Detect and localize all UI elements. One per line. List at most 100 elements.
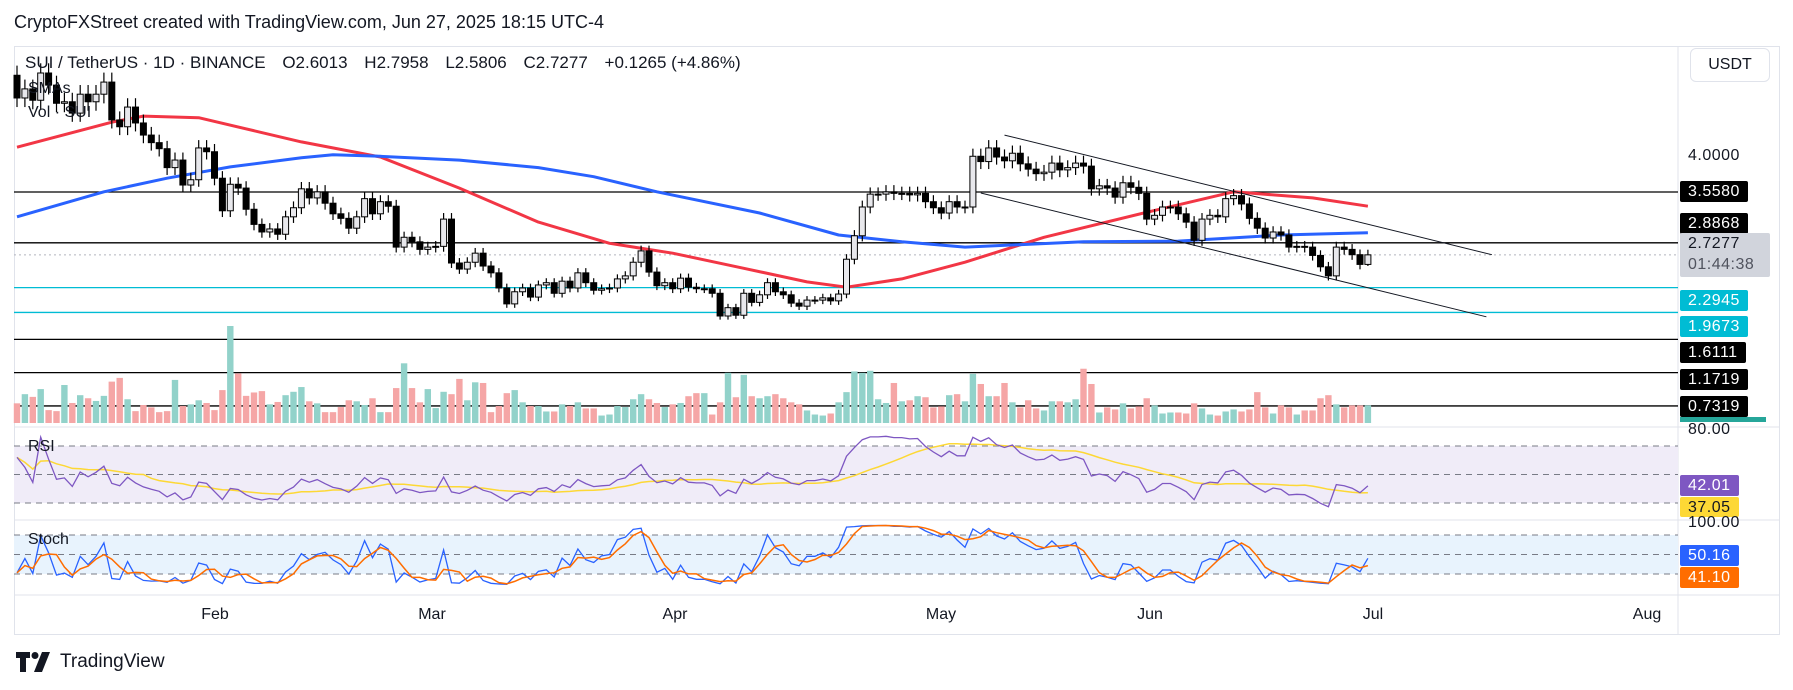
candle-down: [29, 88, 37, 101]
candle-down: [1135, 186, 1143, 194]
candle-up: [898, 192, 906, 195]
current-price-label: 2.7277 01:44:38: [1680, 233, 1770, 277]
candle-down: [550, 282, 558, 294]
candle-up: [353, 216, 361, 229]
volume-bar: [653, 402, 661, 423]
volume-bar: [156, 412, 163, 423]
rsi-title[interactable]: RSI: [28, 438, 55, 455]
candle-up: [637, 250, 645, 263]
volume-bar: [1096, 412, 1103, 423]
volume-bar: [1048, 401, 1056, 423]
candle-down: [1317, 254, 1324, 268]
volume-bar: [495, 406, 503, 423]
symbol-legend[interactable]: SUI / TetherUS · 1D · BINANCE O2.6013 H2…: [25, 53, 753, 73]
volume-bar: [235, 373, 242, 423]
volume-bar: [242, 395, 250, 423]
time-label-mar: Mar: [418, 606, 446, 623]
volume-bar: [598, 415, 605, 423]
candle-down: [345, 217, 353, 229]
volume-bar: [187, 404, 194, 423]
candle-up: [914, 192, 922, 196]
volume-bar: [882, 402, 890, 423]
currency-button[interactable]: USDT: [1690, 48, 1770, 82]
candle-down: [305, 188, 313, 199]
candle-down: [1016, 152, 1024, 165]
volume-bar: [306, 401, 313, 423]
volume-indicator-label[interactable]: Vol · SUI: [28, 104, 92, 121]
candle-down: [384, 201, 392, 207]
volume-bar: [993, 396, 1000, 423]
time-label-jun: Jun: [1137, 606, 1163, 623]
volume-bar: [1348, 405, 1356, 423]
candle-up: [803, 299, 811, 307]
candle-up: [945, 201, 953, 214]
rsi-signal-line: [16, 442, 1368, 495]
tradingview-branding[interactable]: TradingView: [16, 651, 165, 673]
volume-bar: [1214, 415, 1221, 423]
volume-bar: [195, 400, 202, 423]
volume-bar: [1088, 383, 1095, 423]
symbol-name[interactable]: SUI / TetherUS · 1D · BINANCE: [25, 53, 266, 72]
volume-bar: [1230, 409, 1237, 423]
volume-bar: [1175, 412, 1182, 423]
volume-bar: [424, 389, 431, 423]
candle-down: [890, 191, 898, 194]
candle-up: [1269, 231, 1277, 239]
candle-up: [92, 93, 100, 103]
volume-bar: [977, 383, 984, 423]
candle-up: [858, 206, 866, 237]
candle-down: [13, 74, 21, 99]
candle-down: [566, 280, 574, 289]
candle-down: [234, 183, 242, 189]
candle-up: [313, 191, 321, 199]
candle-down: [68, 101, 76, 114]
candle-down: [392, 205, 400, 248]
candle-up: [400, 236, 408, 248]
volume-bar: [140, 405, 147, 423]
volume-bar: [709, 414, 716, 423]
volume-bar: [408, 388, 416, 423]
volume-bar: [859, 372, 866, 423]
level-label-3558: 3.5580: [1680, 181, 1748, 202]
candle-up: [740, 292, 748, 316]
candle-down: [408, 236, 416, 243]
candle-up: [835, 293, 843, 302]
volume-bar: [701, 393, 708, 423]
candle-down: [1253, 217, 1261, 229]
candle-down: [590, 282, 598, 291]
volume-bar: [1364, 405, 1372, 423]
attribution-header: CryptoFXStreet created with TradingView.…: [14, 12, 604, 32]
volume-bar: [37, 389, 44, 423]
stoch-title[interactable]: Stoch: [28, 531, 69, 548]
candle-up: [1206, 214, 1214, 220]
volume-bar: [21, 394, 29, 423]
volume-bar: [1111, 409, 1119, 423]
volume-bar: [527, 406, 534, 423]
volume-bar: [590, 408, 597, 423]
volume-bar: [314, 403, 321, 423]
volume-bar: [614, 406, 621, 423]
candle-up: [1119, 182, 1127, 198]
level-label-22945: 2.2945: [1680, 290, 1748, 311]
volume-bar: [1325, 395, 1332, 423]
volume-bar: [1262, 407, 1269, 423]
candle-up: [297, 188, 305, 209]
volume-bar: [124, 399, 131, 423]
rsi-pane: [16, 434, 1369, 508]
moving-averages: [16, 114, 1369, 289]
volume-bar: [385, 412, 392, 423]
volume-bar: [890, 382, 898, 423]
volume-bar: [803, 410, 811, 423]
candle-down: [1340, 246, 1348, 250]
volume-bar: [258, 391, 266, 423]
candle-down: [1261, 227, 1269, 239]
candle-down: [495, 272, 503, 289]
candle-up: [756, 294, 764, 303]
sma-indicator-label[interactable]: SMAs: [28, 80, 71, 97]
volume-bar: [1159, 413, 1166, 423]
candle-down: [1127, 182, 1135, 188]
rsi-line: [16, 434, 1369, 508]
volume-bar: [716, 402, 724, 423]
volume-bar: [795, 404, 803, 423]
